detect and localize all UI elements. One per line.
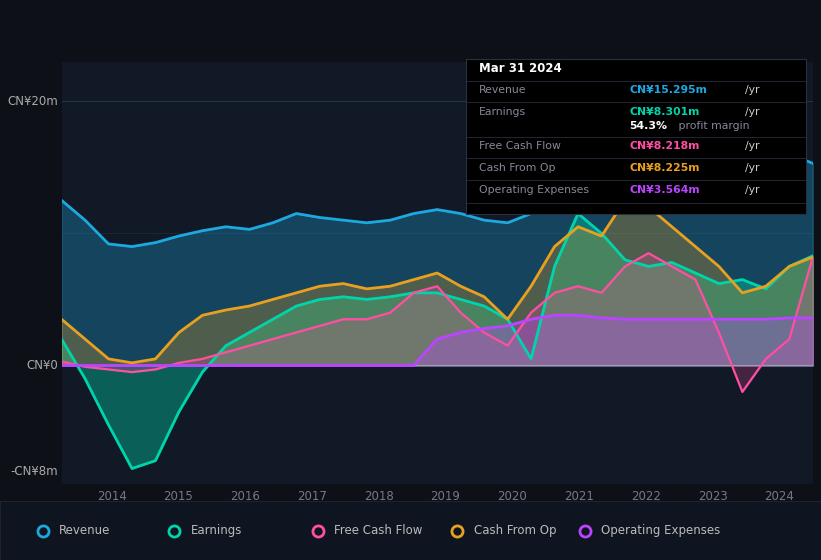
Text: /yr: /yr: [745, 107, 759, 116]
Text: /yr: /yr: [745, 85, 759, 95]
Text: Earnings: Earnings: [479, 107, 526, 116]
Text: Operating Expenses: Operating Expenses: [601, 524, 720, 537]
Text: /yr: /yr: [745, 141, 759, 151]
Text: Free Cash Flow: Free Cash Flow: [334, 524, 423, 537]
Text: Mar 31 2024: Mar 31 2024: [479, 62, 562, 76]
Text: -CN¥8m: -CN¥8m: [10, 465, 57, 478]
Text: Revenue: Revenue: [479, 85, 526, 95]
Text: Cash From Op: Cash From Op: [474, 524, 556, 537]
Text: Cash From Op: Cash From Op: [479, 163, 556, 173]
Text: /yr: /yr: [745, 185, 759, 195]
Text: profit margin: profit margin: [675, 121, 750, 130]
Text: /yr: /yr: [745, 163, 759, 173]
Text: CN¥8.218m: CN¥8.218m: [629, 141, 699, 151]
Text: CN¥0: CN¥0: [26, 359, 57, 372]
Text: Revenue: Revenue: [59, 524, 111, 537]
Text: Earnings: Earnings: [190, 524, 242, 537]
Text: CN¥20m: CN¥20m: [7, 95, 57, 108]
Text: CN¥3.564m: CN¥3.564m: [629, 185, 699, 195]
Text: 54.3%: 54.3%: [629, 121, 667, 130]
Text: Free Cash Flow: Free Cash Flow: [479, 141, 561, 151]
Text: CN¥8.301m: CN¥8.301m: [629, 107, 699, 116]
Text: Operating Expenses: Operating Expenses: [479, 185, 589, 195]
Text: CN¥8.225m: CN¥8.225m: [629, 163, 699, 173]
Text: CN¥15.295m: CN¥15.295m: [629, 85, 707, 95]
